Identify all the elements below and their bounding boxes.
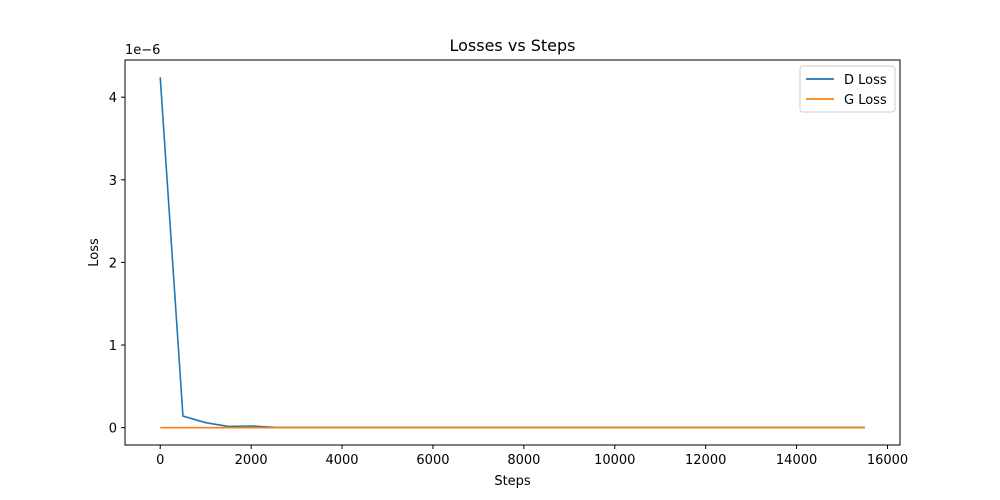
- x-axis-ticks: 0 2000 4000 6000 8000 10000 12000 14000 16000: [156, 445, 908, 468]
- x-tick-label: 0: [156, 453, 164, 468]
- legend-box: [799, 65, 896, 113]
- x-tick-label: 16000: [867, 453, 908, 468]
- y-axis-label: Loss: [87, 238, 102, 267]
- x-tick-label: 6000: [416, 453, 449, 468]
- y-axis-ticks: 0 1 2 3 4: [109, 91, 125, 437]
- x-tick-label: 12000: [685, 453, 726, 468]
- y-tick-label: 0: [109, 422, 117, 437]
- x-tick-label: 10000: [594, 453, 635, 468]
- legend-label-d-loss: D Loss: [844, 73, 887, 88]
- plot-area-frame: [124, 59, 901, 446]
- y-tick-label: 3: [109, 174, 117, 189]
- y-tick-label: 2: [109, 256, 117, 271]
- series-group: [159, 77, 865, 429]
- y-offset-label: 1e−6: [125, 43, 160, 58]
- chart-title: Losses vs Steps: [449, 36, 575, 55]
- x-tick-label: 8000: [507, 453, 540, 468]
- x-tick-label: 14000: [776, 453, 817, 468]
- y-tick-label: 1: [109, 339, 117, 354]
- y-tick-label: 4: [109, 91, 117, 106]
- legend-label-g-loss: G Loss: [844, 93, 887, 108]
- x-tick-label: 4000: [325, 453, 358, 468]
- x-axis-label: Steps: [494, 474, 531, 489]
- x-tick-label: 2000: [235, 453, 268, 468]
- legend: D Loss G Loss: [799, 65, 896, 113]
